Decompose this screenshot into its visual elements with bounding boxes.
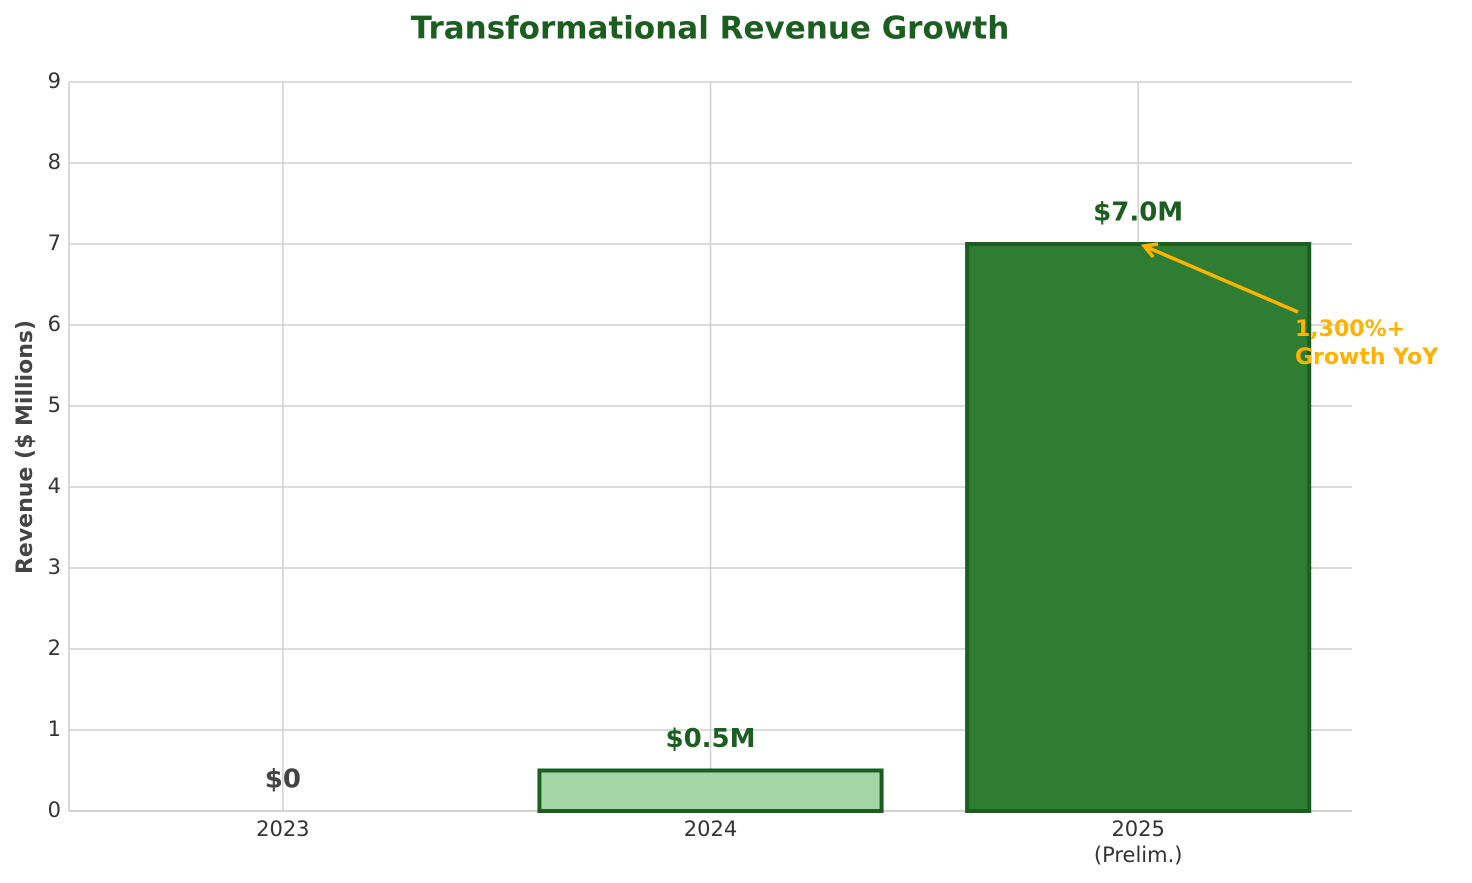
y-tick-label: 4 [48, 474, 61, 498]
y-tick-label: 0 [48, 798, 61, 822]
annotation: 1,300%+ Growth YoY [1295, 317, 1439, 370]
bar [537, 768, 884, 813]
y-tick-label: 8 [48, 150, 61, 174]
annotation-arrowhead [1140, 242, 1159, 259]
value-label: $0.5M [665, 724, 755, 754]
y-tick-label: 3 [48, 555, 61, 579]
value-label: $7.0M [1093, 198, 1183, 228]
y-tick-label: 2 [48, 636, 61, 660]
y-axis-label: Revenue ($ Millions) [13, 320, 38, 574]
y-tick-label: 7 [48, 231, 61, 255]
x-tick-label: 2023 [256, 817, 309, 841]
chart-title: Transformational Revenue Growth [411, 11, 1010, 47]
y-tick-label: 5 [48, 393, 61, 417]
value-label: $0 [265, 765, 301, 795]
x-tick-label: 2025 (Prelim.) [1094, 817, 1183, 867]
x-tick-label: 2024 [684, 817, 737, 841]
bar [965, 242, 1312, 813]
y-tick-label: 1 [48, 717, 61, 741]
y-tick-label: 6 [48, 312, 61, 336]
y-tick-label: 9 [48, 69, 61, 93]
annotation-arrow [1143, 244, 1299, 314]
